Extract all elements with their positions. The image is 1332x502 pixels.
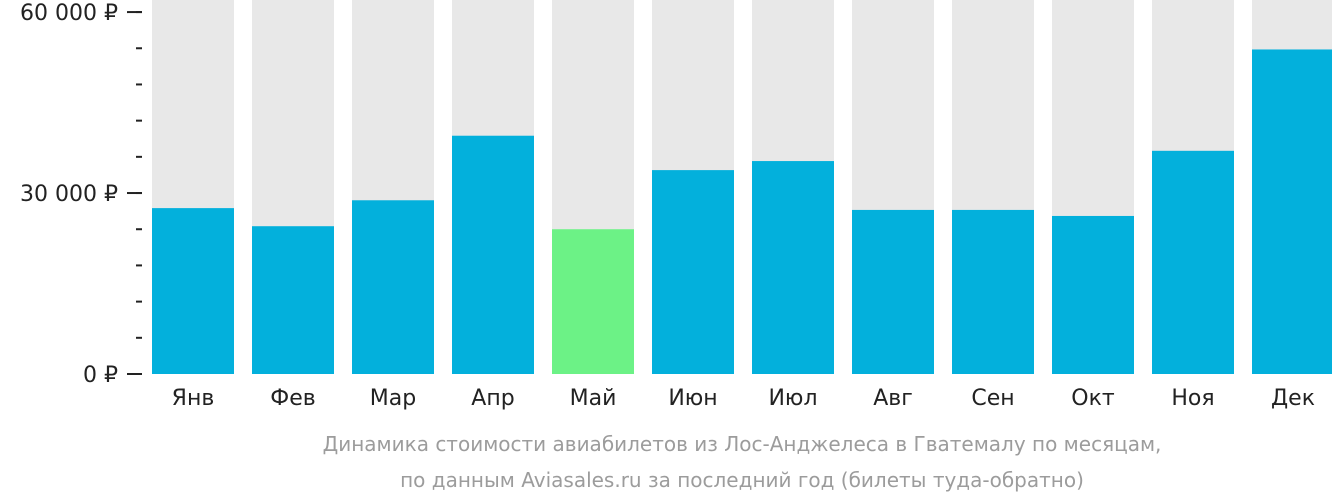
y-tick-label-3: 60 000 ₽ <box>20 1 118 26</box>
month-label-6: Июн <box>668 386 717 411</box>
bar-2 <box>252 226 334 374</box>
y-tick-label-1: 0 ₽ <box>83 363 118 388</box>
month-label-8: Авг <box>873 386 913 411</box>
month-labels: Янв Фев Мар Апр Май Июн Июл Авг Сен Окт Ноя Дек <box>172 386 1315 411</box>
month-label-11: Ноя <box>1171 386 1214 411</box>
y-axis: 0 ₽ 30 000 ₽ 60 000 ₽ <box>20 1 142 388</box>
month-label-3: Мар <box>370 386 416 411</box>
month-label-1: Янв <box>172 386 215 411</box>
bar-8 <box>852 209 934 374</box>
month-label-9: Сен <box>971 386 1014 411</box>
bar-4 <box>452 135 534 374</box>
month-label-2: Фев <box>270 386 315 411</box>
bar-7 <box>752 161 834 374</box>
bar-11 <box>1152 150 1234 374</box>
month-label-10: Окт <box>1071 386 1115 411</box>
bar-3 <box>352 200 434 374</box>
bar-9 <box>952 209 1034 374</box>
chart-caption-line-2: по данным Aviasales.ru за последний год … <box>400 468 1084 492</box>
month-label-7: Июл <box>768 386 817 411</box>
bar-12 <box>1252 49 1332 375</box>
bar-5 <box>552 229 634 374</box>
bar-6 <box>652 170 734 374</box>
bar-10 <box>1052 215 1134 374</box>
month-label-4: Апр <box>471 386 514 411</box>
chart-caption-line-1: Динамика стоимости авиабилетов из Лос-Ан… <box>322 432 1162 456</box>
month-label-5: Май <box>570 386 617 411</box>
bar-1 <box>152 208 234 374</box>
month-label-12: Дек <box>1271 386 1315 411</box>
bars-layer <box>152 0 1332 375</box>
y-tick-label-2: 30 000 ₽ <box>20 182 118 207</box>
